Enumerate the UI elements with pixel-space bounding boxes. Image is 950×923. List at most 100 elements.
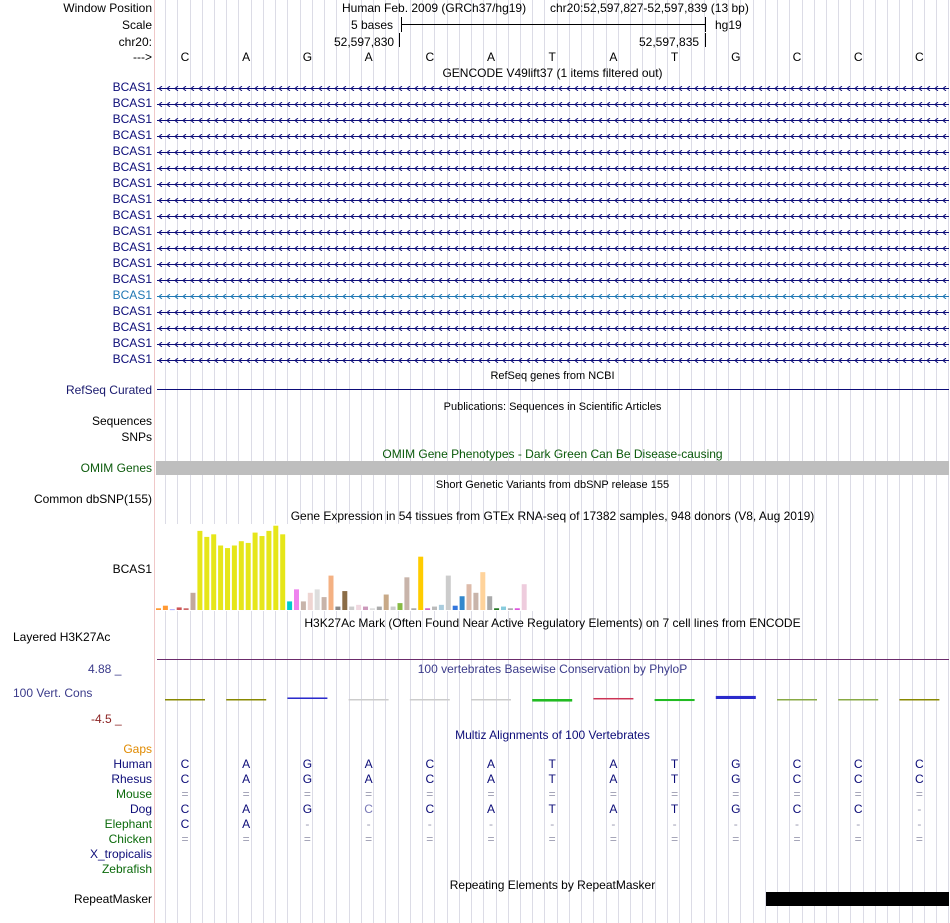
gtex-bar[interactable] bbox=[342, 591, 348, 610]
gtex-bar[interactable] bbox=[197, 530, 203, 610]
gtex-bar[interactable] bbox=[245, 542, 251, 610]
phylop-mark[interactable] bbox=[593, 697, 634, 700]
omim-title[interactable]: OMIM Gene Phenotypes - Dark Green Can Be… bbox=[382, 447, 723, 461]
gencode-item-label[interactable]: BCAS1 bbox=[112, 256, 152, 270]
gencode-item-label[interactable]: BCAS1 bbox=[112, 336, 152, 350]
multiz-species-label[interactable]: Rhesus bbox=[111, 772, 152, 786]
gtex-bar[interactable] bbox=[487, 596, 493, 610]
phylop-mark[interactable] bbox=[165, 699, 205, 701]
phylop-mark[interactable] bbox=[471, 699, 511, 701]
gtex-bar[interactable] bbox=[438, 604, 444, 610]
publications-title[interactable]: Publications: Sequences in Scientific Ar… bbox=[443, 401, 662, 413]
phylop-mark[interactable] bbox=[287, 697, 328, 699]
gencode-item-label[interactable]: BCAS1 bbox=[112, 320, 152, 334]
gtex-bar[interactable] bbox=[280, 534, 286, 610]
gtex-bar[interactable] bbox=[411, 608, 417, 610]
phylop-mark[interactable] bbox=[226, 699, 267, 701]
gtex-bar[interactable] bbox=[494, 608, 500, 610]
gencode-item-label[interactable]: BCAS1 bbox=[112, 272, 152, 286]
gencode-transcript[interactable] bbox=[157, 310, 949, 315]
gtex-bar[interactable] bbox=[501, 606, 506, 610]
gtex-bar[interactable] bbox=[349, 606, 355, 610]
gencode-transcript[interactable] bbox=[157, 166, 949, 171]
multiz-species-label[interactable]: Mouse bbox=[115, 787, 152, 801]
gtex-bar[interactable] bbox=[390, 606, 396, 610]
gencode-transcript[interactable] bbox=[157, 246, 949, 251]
gtex-bar[interactable] bbox=[397, 603, 403, 610]
omim-gene-bar[interactable] bbox=[156, 461, 949, 475]
gtex-bar[interactable] bbox=[252, 532, 258, 610]
omim-label[interactable]: OMIM Genes bbox=[80, 461, 152, 475]
gencode-title[interactable]: GENCODE V49lift37 (1 items filtered out) bbox=[442, 66, 663, 80]
gencode-item-label[interactable]: BCAS1 bbox=[112, 352, 152, 366]
gtex-bar[interactable] bbox=[445, 575, 451, 610]
gtex-bar[interactable] bbox=[190, 592, 196, 610]
multiz-title[interactable]: Multiz Alignments of 100 Vertebrates bbox=[455, 728, 650, 742]
gencode-transcript[interactable] bbox=[157, 118, 949, 123]
gtex-bar[interactable] bbox=[183, 608, 189, 610]
gencode-item-label[interactable]: BCAS1 bbox=[112, 96, 152, 110]
phylop-mark[interactable] bbox=[654, 699, 695, 702]
gencode-transcript[interactable] bbox=[157, 102, 949, 107]
refseq-title[interactable]: RefSeq genes from NCBI bbox=[490, 370, 615, 382]
phylop-label[interactable]: 100 Vert. Cons bbox=[13, 686, 93, 700]
gtex-bar[interactable] bbox=[321, 597, 327, 610]
gencode-transcript[interactable] bbox=[157, 134, 949, 139]
publications-snps-label[interactable]: SNPs bbox=[121, 430, 152, 444]
gtex-bar[interactable] bbox=[294, 589, 299, 610]
gtex-bar[interactable] bbox=[176, 607, 182, 610]
repeatmasker-label[interactable]: RepeatMasker bbox=[73, 892, 152, 906]
gtex-bar[interactable] bbox=[507, 608, 513, 610]
phylop-mark[interactable] bbox=[777, 699, 817, 701]
gencode-item-label[interactable]: BCAS1 bbox=[112, 224, 152, 238]
phylop-mark[interactable] bbox=[899, 699, 940, 701]
gtex-bar[interactable] bbox=[328, 575, 334, 610]
repeatmasker-title[interactable]: Repeating Elements by RepeatMasker bbox=[449, 878, 656, 892]
phylop-mark[interactable] bbox=[348, 699, 389, 701]
gtex-bar[interactable] bbox=[300, 601, 306, 610]
gtex-bar[interactable] bbox=[259, 536, 265, 610]
phylop-mark[interactable] bbox=[715, 695, 756, 699]
gencode-item-label[interactable]: BCAS1 bbox=[112, 304, 152, 318]
dbsnp-title[interactable]: Short Genetic Variants from dbSNP releas… bbox=[435, 479, 670, 491]
gencode-item-label[interactable]: BCAS1 bbox=[112, 240, 152, 254]
gencode-transcript[interactable] bbox=[157, 150, 949, 155]
gtex-bar[interactable] bbox=[473, 592, 479, 610]
gencode-transcript[interactable] bbox=[157, 278, 949, 283]
dbsnp-label[interactable]: Common dbSNP(155) bbox=[33, 492, 152, 506]
gtex-bar[interactable] bbox=[418, 556, 424, 610]
phylop-plot[interactable] bbox=[155, 668, 950, 726]
refseq-gene-line[interactable] bbox=[157, 389, 949, 390]
gencode-item-label[interactable]: BCAS1 bbox=[112, 112, 152, 126]
multiz-species-label[interactable]: Human bbox=[113, 757, 152, 771]
gtex-bar[interactable] bbox=[204, 536, 210, 610]
multiz-gaps-label[interactable]: Gaps bbox=[123, 742, 152, 756]
gtex-bar[interactable] bbox=[432, 606, 437, 610]
gtex-bar[interactable] bbox=[156, 608, 161, 610]
gtex-label[interactable]: BCAS1 bbox=[112, 562, 152, 576]
gtex-bar[interactable] bbox=[211, 534, 217, 610]
gencode-transcript[interactable] bbox=[157, 230, 949, 235]
gtex-bar[interactable] bbox=[162, 605, 168, 610]
gencode-item-label[interactable]: BCAS1 bbox=[112, 160, 152, 174]
gtex-bar[interactable] bbox=[238, 541, 244, 610]
gtex-bar[interactable] bbox=[466, 584, 472, 610]
gencode-transcript[interactable] bbox=[157, 198, 949, 203]
gtex-bar[interactable] bbox=[425, 608, 431, 610]
repeatmasker-element[interactable] bbox=[766, 892, 949, 906]
gtex-bar[interactable] bbox=[514, 608, 520, 610]
gtex-bar[interactable] bbox=[225, 548, 230, 610]
gencode-item-label[interactable]: BCAS1 bbox=[112, 208, 152, 222]
gtex-bar[interactable] bbox=[266, 530, 272, 610]
refseq-label[interactable]: RefSeq Curated bbox=[65, 383, 152, 397]
gtex-bar[interactable] bbox=[287, 601, 293, 610]
gencode-item-label[interactable]: BCAS1 bbox=[112, 192, 152, 206]
gencode-transcript[interactable] bbox=[157, 86, 949, 91]
gencode-transcript[interactable] bbox=[157, 182, 949, 187]
h3k27ac-label[interactable]: Layered H3K27Ac bbox=[13, 630, 111, 644]
gtex-bar[interactable] bbox=[452, 605, 458, 610]
multiz-species-label[interactable]: Dog bbox=[129, 802, 152, 816]
gtex-bar[interactable] bbox=[231, 545, 237, 611]
gtex-bar[interactable] bbox=[314, 589, 320, 610]
gtex-bar[interactable] bbox=[459, 596, 465, 610]
